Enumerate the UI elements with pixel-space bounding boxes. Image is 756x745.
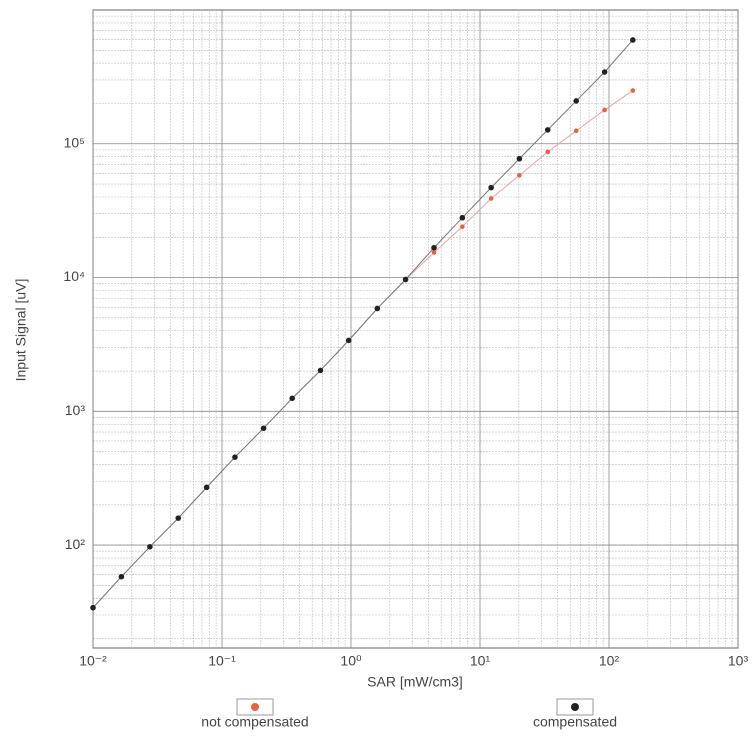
point xyxy=(203,484,210,491)
x-tick-label: 10² xyxy=(599,653,620,669)
point xyxy=(232,454,238,460)
point xyxy=(459,214,466,221)
point xyxy=(517,173,522,178)
point xyxy=(147,544,153,550)
point xyxy=(175,515,182,521)
y-tick-label: 10² xyxy=(65,536,86,552)
point xyxy=(289,395,295,402)
x-tick-label: 10⁰ xyxy=(340,653,362,669)
legend-label: compensated xyxy=(533,714,617,730)
point xyxy=(544,127,551,133)
x-tick-label: 10⁻¹ xyxy=(208,653,236,669)
legend-label: not compensated xyxy=(201,714,308,730)
y-tick-label: 10⁴ xyxy=(63,268,85,284)
point xyxy=(602,107,607,113)
point xyxy=(90,604,96,611)
point xyxy=(488,196,494,201)
point xyxy=(630,37,636,43)
point xyxy=(545,149,551,155)
point xyxy=(601,69,608,75)
y-tick-label: 10⁵ xyxy=(64,134,85,150)
x-tick-label: 10¹ xyxy=(470,653,491,669)
point xyxy=(317,367,324,374)
point xyxy=(573,98,580,104)
legend-marker xyxy=(571,703,579,711)
y-tick-label: 10³ xyxy=(65,402,86,418)
point xyxy=(431,244,437,251)
y-axis-label: Input Signal [uV] xyxy=(13,279,29,382)
series-line xyxy=(92,39,634,609)
point xyxy=(374,305,381,312)
plot-area xyxy=(92,9,739,649)
x-axis-label: SAR [mW/cm3] xyxy=(367,674,463,690)
x-tick-label: 10⁻² xyxy=(79,653,107,669)
x-tick-label: 10³ xyxy=(728,653,749,669)
point xyxy=(460,224,465,229)
point xyxy=(402,276,409,283)
point xyxy=(573,128,579,134)
point xyxy=(118,573,125,580)
point xyxy=(516,155,523,162)
point xyxy=(630,88,636,93)
point xyxy=(488,184,494,191)
point xyxy=(345,337,352,344)
legend-marker xyxy=(251,703,259,711)
point xyxy=(260,425,267,432)
point xyxy=(431,250,437,255)
